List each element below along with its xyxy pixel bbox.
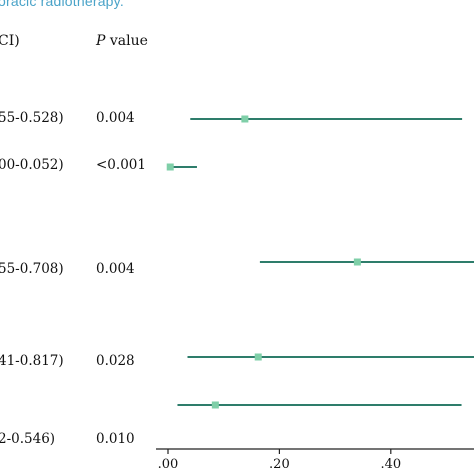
row-1-ci: 55-0.528) [0, 110, 64, 126]
x-tick-label: .40 [380, 457, 401, 472]
estimate-marker [254, 353, 262, 361]
row-4-p-value: 0.028 [96, 353, 135, 369]
estimate-marker [166, 163, 174, 171]
row-3-p-value: 0.004 [96, 261, 135, 277]
figure-caption: oracic radiotherapy. [0, 0, 124, 9]
estimate-marker [353, 258, 361, 266]
row-6-ci: 2-0.546) [0, 431, 56, 447]
estimate-marker [211, 401, 219, 409]
row-6-p-value: 0.010 [96, 431, 135, 447]
p-value-word: value [105, 33, 148, 49]
row-4-ci: 41-0.817) [0, 353, 64, 369]
row-2-ci: 00-0.052) [0, 157, 64, 173]
row-2-p-value: <0.001 [96, 157, 146, 173]
x-tick-label: .20 [269, 457, 290, 472]
p-letter: P [96, 33, 106, 49]
estimate-marker [241, 115, 249, 123]
row-3-ci: 55-0.708) [0, 261, 64, 277]
p-value-column-header: P value [96, 33, 148, 49]
ci-column-header: CI) [0, 33, 20, 49]
x-tick-label: .00 [158, 457, 179, 472]
row-1-p-value: 0.004 [96, 110, 135, 126]
